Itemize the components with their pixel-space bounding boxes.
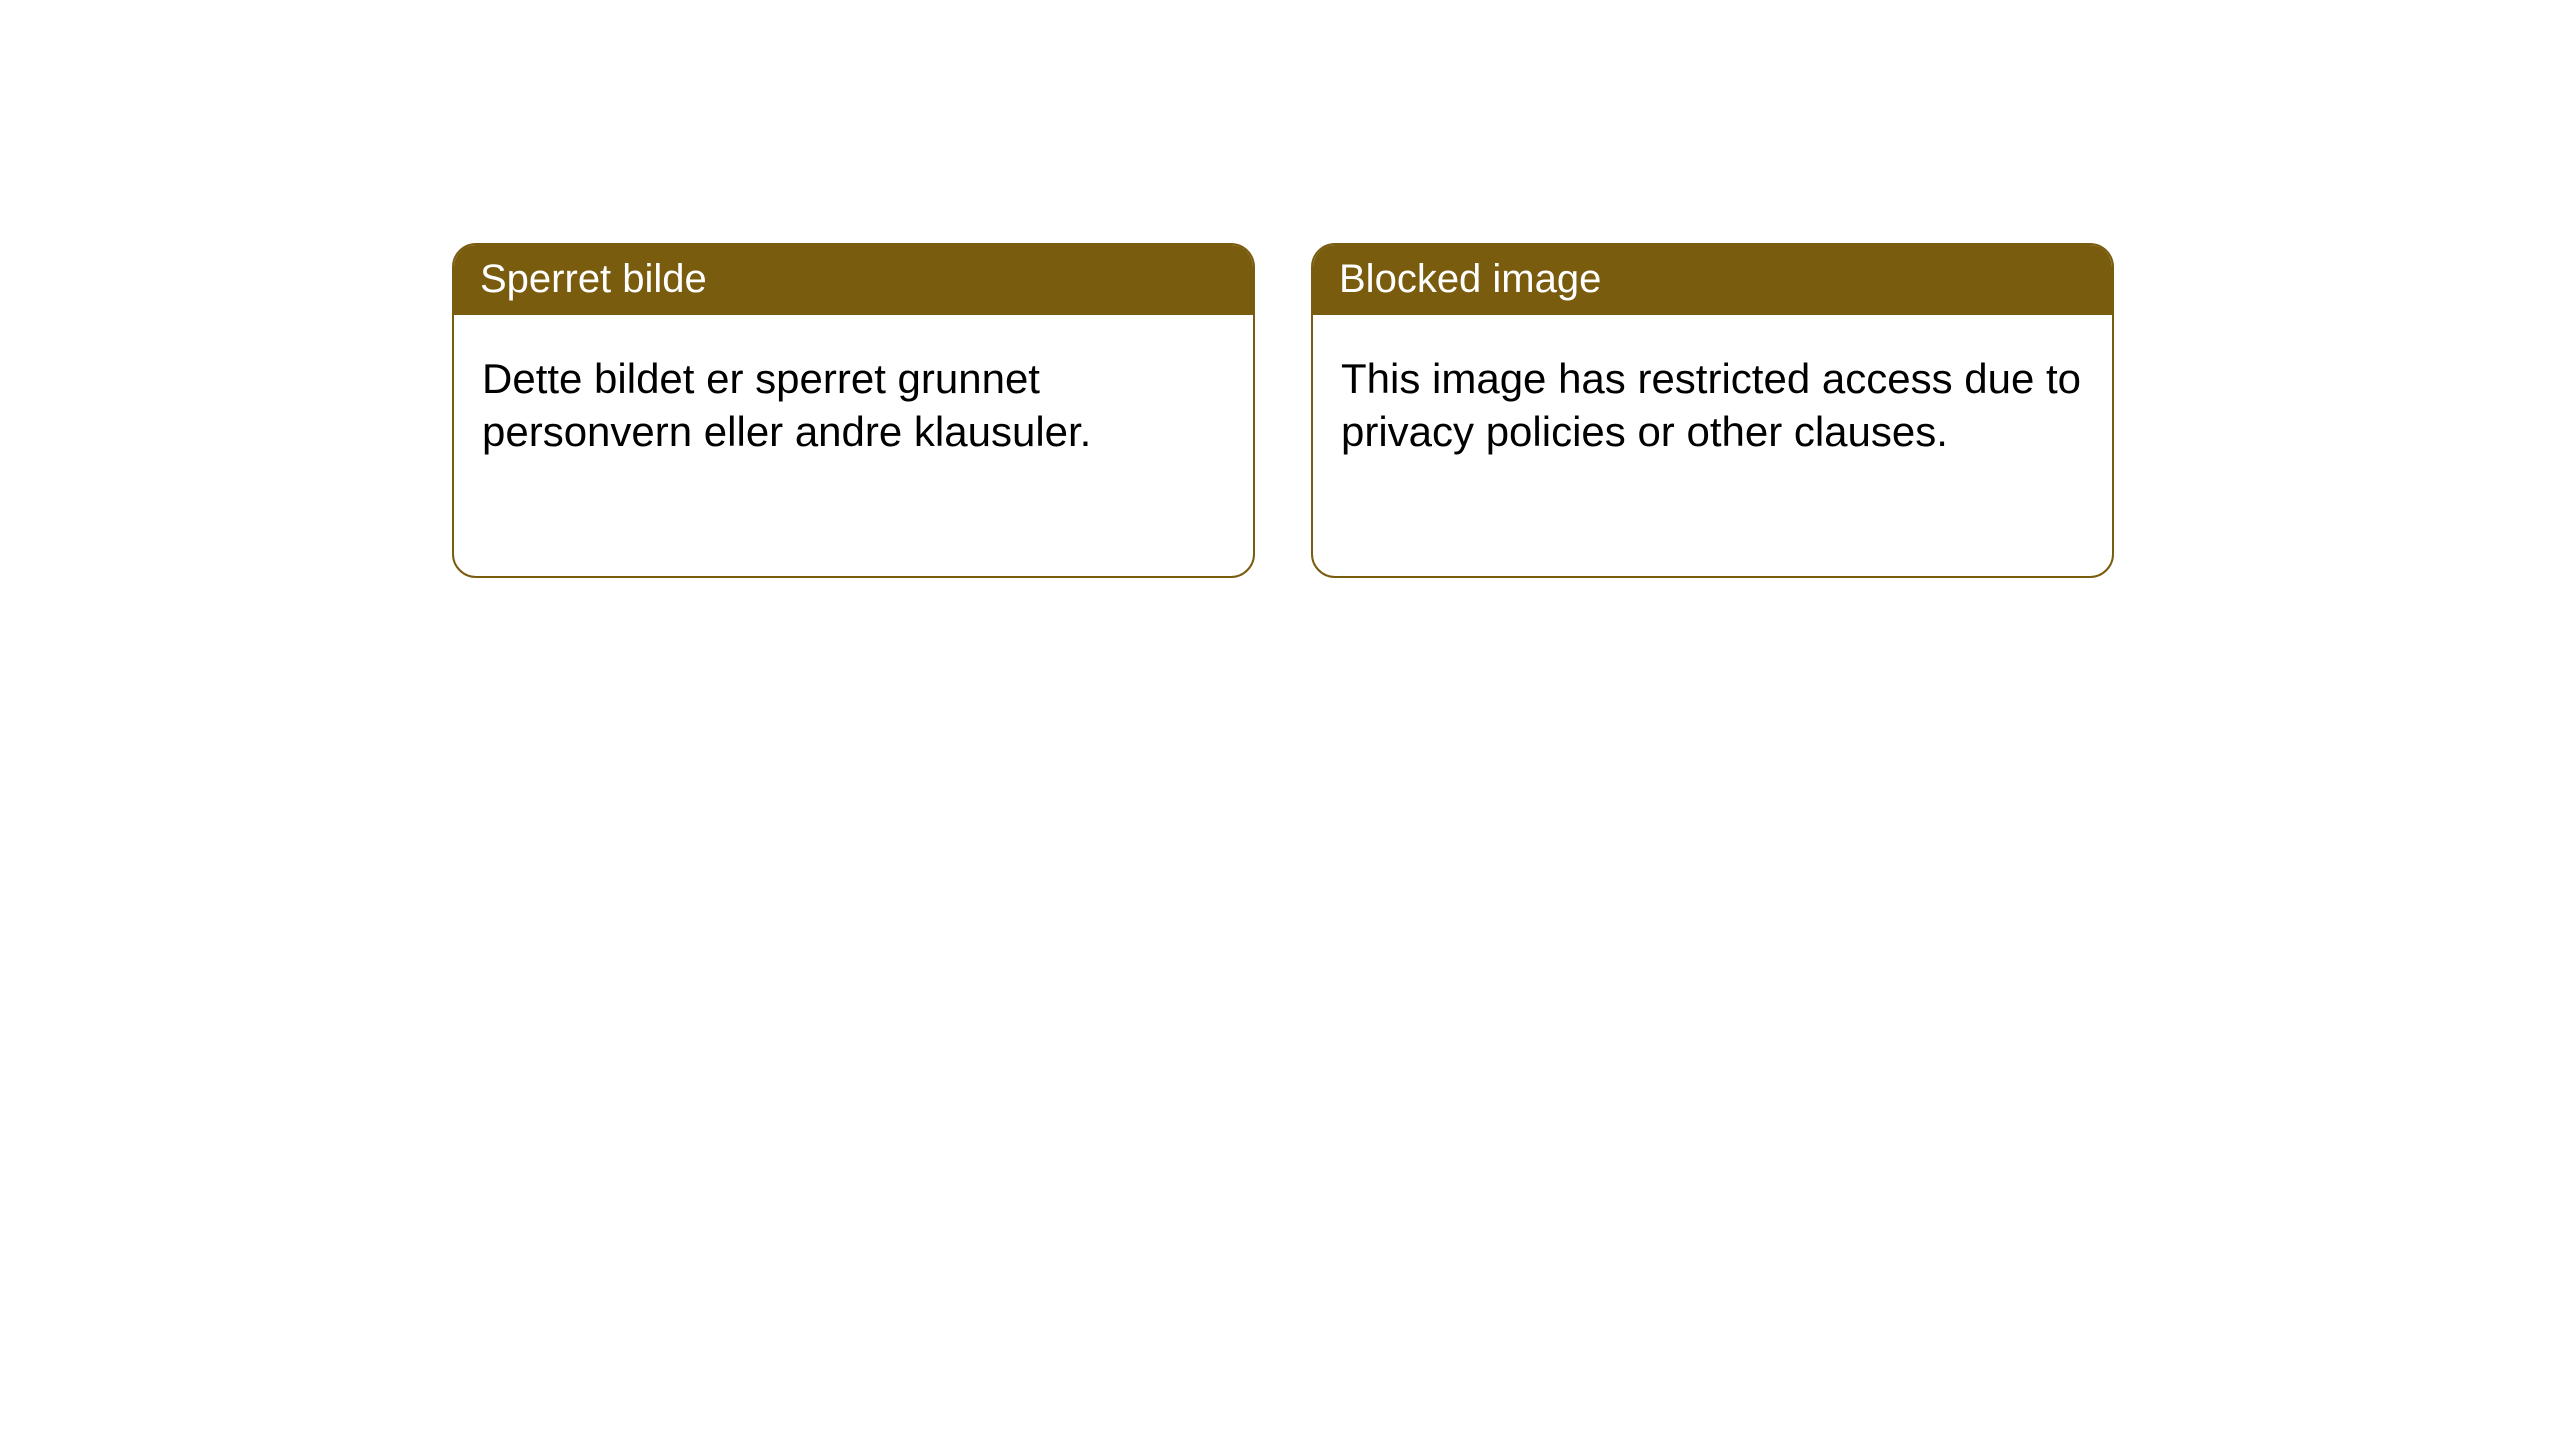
card-header: Blocked image [1313,245,2112,315]
blocked-image-card-no: Sperret bilde Dette bildet er sperret gr… [452,243,1255,578]
card-body: This image has restricted access due to … [1313,315,2112,496]
blocked-image-card-en: Blocked image This image has restricted … [1311,243,2114,578]
card-body: Dette bildet er sperret grunnet personve… [454,315,1253,496]
card-header: Sperret bilde [454,245,1253,315]
notice-container: Sperret bilde Dette bildet er sperret gr… [0,0,2560,578]
